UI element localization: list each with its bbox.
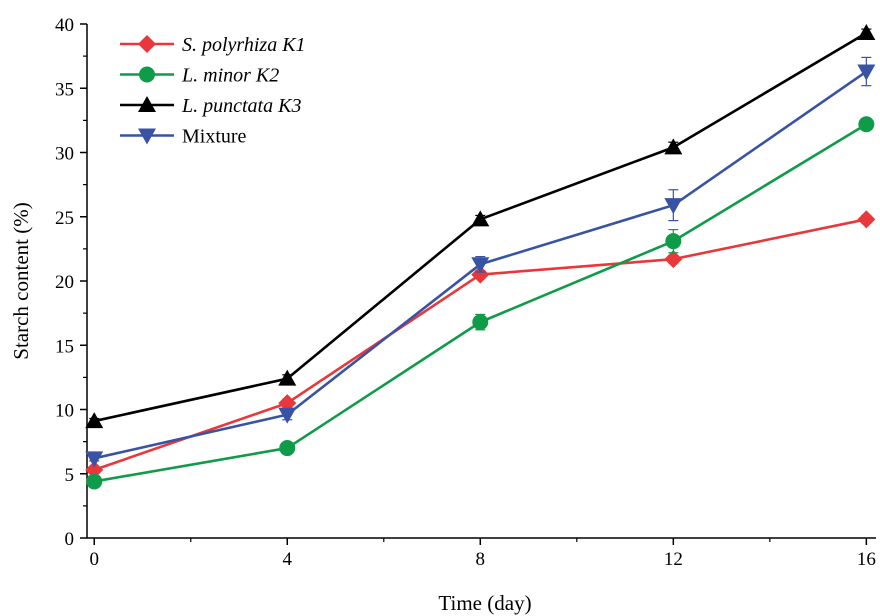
legend-item: Mixture — [120, 126, 247, 148]
legend-label: L. punctata K3 — [181, 95, 301, 117]
data-point — [664, 198, 683, 215]
x-tick-label: 0 — [89, 549, 99, 570]
data-point — [85, 460, 104, 479]
legend-swatch-marker — [138, 35, 156, 53]
data-point — [86, 473, 103, 490]
legend-item: L. minor K2 — [120, 65, 279, 87]
x-axis-label: Time (day) — [438, 591, 531, 615]
x-tick-label: 8 — [476, 549, 486, 570]
y-tick-label: 20 — [55, 272, 74, 293]
legend-label: Mixture — [182, 126, 247, 148]
data-point — [857, 23, 876, 40]
series-3 — [85, 23, 876, 429]
data-point — [85, 451, 104, 468]
y-tick-label: 0 — [65, 529, 75, 550]
x-tick-label: 12 — [664, 549, 683, 570]
legend-item: L. punctata K3 — [120, 95, 301, 117]
legend-label: L. minor K2 — [181, 65, 279, 87]
data-point — [857, 64, 876, 81]
x-axis-ticks: 0 4 8 12 16 — [89, 538, 876, 570]
legend-swatch-marker — [139, 66, 155, 83]
legend-label: S. polyrhiza K1 — [182, 34, 306, 56]
data-point — [279, 440, 296, 457]
data-point — [278, 394, 297, 413]
data-point — [664, 250, 683, 269]
y-tick-label: 10 — [55, 401, 74, 422]
x-tick-label: 4 — [283, 549, 293, 570]
data-point — [278, 407, 297, 424]
data-point — [471, 257, 490, 274]
legend-item: S. polyrhiza K1 — [120, 34, 306, 56]
data-point — [664, 138, 683, 155]
y-axis-label: Starch content (%) — [9, 202, 33, 359]
data-point — [857, 210, 876, 229]
legend-swatch-marker — [138, 128, 156, 145]
series-1 — [85, 210, 876, 479]
y-tick-label: 35 — [55, 79, 74, 100]
series-line — [93, 31, 868, 423]
series-4 — [85, 56, 876, 468]
plot-area — [85, 23, 876, 490]
data-point — [85, 412, 104, 429]
series-2 — [86, 116, 875, 490]
x-tick-label: 16 — [857, 549, 876, 570]
legend: S. polyrhiza K1 L. minor K2 L. punctata K3… — [120, 34, 306, 148]
y-tick-label: 5 — [65, 465, 75, 486]
data-point — [278, 369, 297, 386]
data-point — [471, 210, 490, 227]
data-point — [858, 116, 875, 133]
y-tick-label: 25 — [55, 208, 74, 229]
legend-swatch-marker — [138, 96, 156, 112]
y-axis-ticks: 0 5 10 15 20 25 30 35 40 — [55, 15, 87, 550]
data-point — [472, 314, 489, 331]
y-tick-label: 15 — [55, 336, 74, 357]
data-point — [665, 233, 682, 250]
series-line — [94, 123, 868, 483]
y-tick-label: 40 — [55, 15, 74, 36]
y-tick-label: 30 — [55, 144, 74, 165]
data-point — [471, 265, 490, 284]
